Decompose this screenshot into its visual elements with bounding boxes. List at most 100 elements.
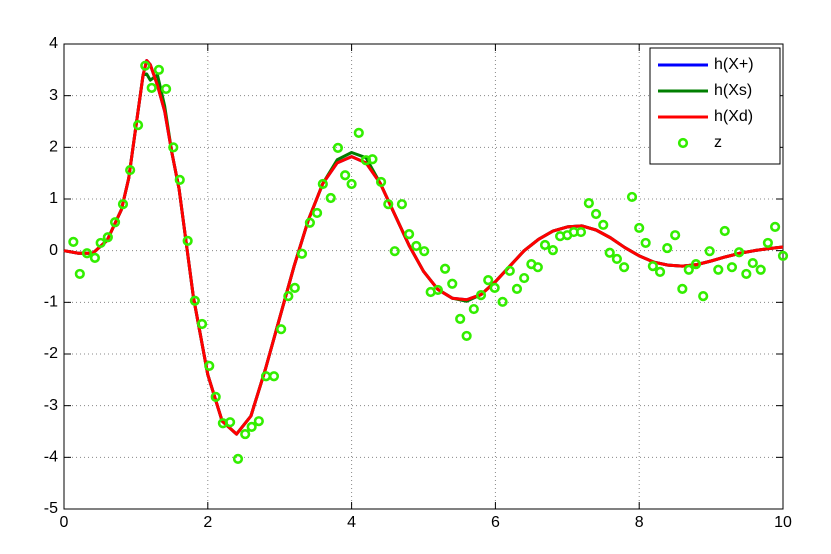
y-tick-label: -2 — [44, 345, 58, 362]
data-point — [455, 313, 466, 324]
data-point — [447, 278, 458, 289]
data-point — [619, 262, 630, 273]
data-point — [196, 318, 208, 330]
data-point — [389, 246, 400, 257]
data-point — [532, 262, 543, 273]
y-tick-label: 4 — [49, 35, 58, 52]
x-tick-label: 4 — [347, 514, 356, 531]
x-tick-label: 10 — [774, 514, 792, 531]
data-point — [304, 217, 315, 228]
data-point — [102, 232, 113, 243]
data-point — [590, 208, 602, 220]
data-point — [604, 247, 615, 258]
data-point — [317, 178, 328, 190]
data-point — [439, 263, 451, 274]
data-point — [634, 222, 645, 234]
x-tick-label: 6 — [491, 514, 500, 531]
y-tick-label: 1 — [49, 190, 58, 207]
data-point — [704, 246, 715, 257]
data-point — [713, 264, 724, 275]
data-point — [289, 282, 300, 293]
data-point — [741, 268, 752, 280]
data-point — [353, 127, 364, 138]
data-point — [497, 296, 508, 307]
data-point — [468, 303, 479, 315]
data-point — [396, 199, 408, 210]
data-point — [539, 239, 551, 251]
y-tick-label: 2 — [49, 139, 58, 156]
data-point — [325, 192, 336, 204]
data-point — [153, 64, 165, 75]
data-point — [296, 248, 308, 259]
data-point — [504, 265, 515, 276]
data-point — [670, 230, 681, 241]
data-point — [204, 360, 215, 371]
data-point — [109, 217, 121, 228]
data-point — [755, 264, 766, 275]
x-tick-label: 8 — [635, 514, 644, 531]
data-point — [640, 237, 651, 249]
data-point — [461, 330, 472, 342]
y-tick-label: -4 — [44, 449, 58, 466]
data-point — [174, 174, 185, 185]
data-point — [511, 283, 523, 295]
data-point — [583, 198, 594, 209]
data-point — [89, 252, 101, 263]
data-point — [160, 83, 172, 95]
data-point — [762, 237, 774, 249]
data-point — [125, 164, 136, 176]
data-point — [346, 178, 357, 190]
data-point — [690, 259, 702, 270]
data-point — [189, 295, 200, 306]
x-tick-label: 0 — [60, 514, 69, 531]
y-tick-label: 3 — [49, 87, 58, 104]
data-point — [132, 120, 144, 131]
legend-marker — [677, 137, 689, 149]
data-point — [598, 219, 609, 230]
data-point — [734, 247, 745, 258]
data-point — [375, 176, 387, 188]
legend-label: h(X+) — [714, 56, 754, 73]
data-point — [747, 257, 758, 269]
data-point — [74, 268, 85, 280]
data-point — [95, 237, 106, 249]
legend-label: z — [714, 134, 722, 151]
data-point — [276, 324, 287, 335]
data-point — [367, 154, 378, 165]
data-point — [654, 266, 666, 277]
data-point — [698, 291, 709, 302]
data-point — [81, 248, 93, 259]
data-point — [240, 428, 251, 440]
data-point — [232, 453, 244, 464]
data-point — [489, 282, 500, 293]
data-point — [68, 236, 79, 247]
data-point — [340, 170, 351, 181]
data-point — [726, 262, 738, 273]
y-tick-label: -3 — [44, 397, 58, 414]
data-point — [662, 242, 673, 254]
axes-box — [63, 43, 784, 510]
legend-label: h(Xs) — [714, 82, 752, 99]
data-point — [483, 275, 494, 286]
data-point — [475, 290, 487, 301]
legend-box — [649, 47, 781, 165]
data-point — [547, 245, 559, 256]
data-point — [332, 142, 344, 153]
data-point — [224, 417, 236, 428]
data-point — [647, 261, 658, 272]
data-point — [719, 225, 730, 237]
data-point — [246, 421, 257, 432]
y-tick-label: 0 — [49, 242, 58, 259]
data-point — [268, 371, 280, 382]
data-point — [140, 60, 151, 71]
data-point — [117, 199, 129, 210]
data-point — [383, 199, 394, 210]
series-line — [63, 59, 784, 436]
data-point — [575, 226, 587, 238]
data-point — [432, 284, 443, 296]
data-point — [611, 253, 623, 265]
data-point — [769, 221, 781, 232]
data-point — [411, 240, 422, 252]
data-point — [519, 272, 530, 284]
